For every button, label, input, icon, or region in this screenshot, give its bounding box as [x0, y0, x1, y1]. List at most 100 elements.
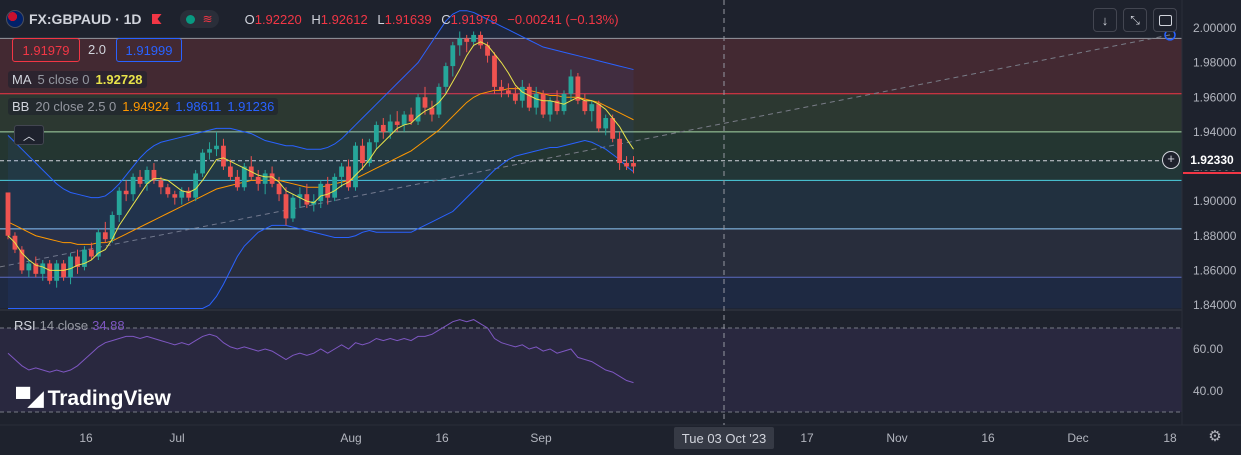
current-price-label: 1.92330: [1183, 150, 1241, 174]
candle-body: [610, 118, 616, 139]
collapse-legend-button[interactable]: ︿: [14, 125, 44, 145]
ma-params: 5 close 0: [37, 72, 90, 87]
candle-body: [561, 93, 567, 112]
zone-band: [0, 131, 1182, 160]
candle-body: [429, 107, 435, 115]
rsi-legend[interactable]: RSI 14 close 34.88: [14, 318, 125, 333]
rsi-value: 34.88: [92, 318, 125, 333]
zone-band: [0, 38, 1182, 94]
bb-basis-value: 1.98611: [175, 99, 222, 114]
candle-body: [492, 55, 497, 87]
download-button[interactable]: ↓: [1093, 8, 1117, 32]
candle-body: [478, 34, 483, 46]
symbol-name[interactable]: FX:GBPAUD · 1D: [29, 11, 142, 27]
candle-body: [75, 256, 80, 267]
candle-body: [533, 93, 539, 108]
price-tick-label: 1.98000: [1193, 56, 1237, 70]
candle-body: [200, 152, 205, 174]
candle-body: [102, 232, 108, 240]
candle-body: [5, 192, 11, 236]
tradingview-logo[interactable]: ▀◢ TradingView: [16, 386, 171, 411]
add-alert-icon[interactable]: +: [1162, 151, 1180, 169]
candle-body: [269, 173, 275, 184]
bb-legend[interactable]: BB 20 close 2.5 0 1.94924 1.98611 1.9123…: [8, 98, 279, 115]
screenshot-button[interactable]: [1153, 8, 1177, 32]
candle-body: [325, 183, 331, 198]
zone-band: [0, 277, 1182, 309]
candle-body: [540, 93, 546, 115]
candle-body: [221, 145, 226, 167]
candle-body: [401, 114, 407, 125]
price-tick-label: 1.86000: [1193, 263, 1237, 277]
sell-button[interactable]: 1.91979: [12, 38, 80, 62]
candle-body: [554, 100, 560, 112]
candle-body: [186, 190, 192, 198]
candle-body: [165, 187, 171, 195]
chevron-up-icon: ︿: [22, 128, 35, 143]
buy-button[interactable]: 1.91999: [116, 38, 182, 62]
candle-body: [339, 166, 344, 177]
candle-body: [582, 100, 588, 112]
candle-body: [450, 45, 456, 67]
gbp-flag-icon: [6, 10, 24, 28]
candle-body: [485, 45, 490, 56]
time-tick-label: 18: [1163, 431, 1177, 445]
candle-body: [283, 194, 289, 219]
ohlc-values: O1.92220 H1.92612 L1.91639 C1.91979 −0.0…: [239, 12, 619, 27]
candle-body: [506, 90, 511, 94]
candle-body: [158, 180, 164, 188]
open-value: 1.92220: [254, 11, 302, 27]
candle-body: [130, 176, 136, 195]
low-value: 1.91639: [384, 11, 432, 27]
gear-icon[interactable]: ⚙: [1208, 428, 1222, 445]
candle-body: [526, 86, 532, 108]
candle-body: [603, 118, 609, 129]
high-value: 1.92612: [320, 11, 368, 27]
rsi-name: RSI: [14, 318, 36, 333]
candle-body: [290, 197, 296, 219]
candle-body: [214, 145, 219, 150]
price-tick-label: 1.90000: [1193, 194, 1237, 208]
close-value: 1.91979: [450, 11, 498, 27]
candle-body: [415, 97, 421, 122]
ma-name: MA: [12, 72, 32, 87]
candle-body: [33, 263, 39, 274]
ma-line: [7, 41, 634, 271]
candle-body: [47, 263, 53, 281]
high-label: H: [311, 11, 321, 27]
candle-body: [353, 145, 358, 188]
candle-body: [367, 142, 372, 164]
data-status-pill[interactable]: ≋: [179, 10, 219, 28]
candle-body: [373, 124, 379, 143]
candle-body: [547, 100, 553, 115]
price-tick-label: 1.94000: [1193, 125, 1237, 139]
candle-body: [436, 86, 442, 115]
candle-body: [241, 166, 247, 188]
zone-band: [0, 228, 1182, 278]
tradingview-logo-icon: ▀◢: [16, 388, 44, 410]
ma-legend[interactable]: MA 5 close 0 1.92728: [8, 71, 147, 88]
candle-body: [68, 256, 73, 278]
candle-body: [443, 66, 449, 87]
time-tick-label: 16: [79, 431, 93, 445]
time-tick-label: 17: [800, 431, 814, 445]
candle-body: [82, 249, 87, 267]
candle-body: [228, 166, 233, 177]
bb-name: BB: [12, 99, 30, 114]
candle-body: [624, 163, 629, 167]
candle-body: [318, 183, 324, 202]
candle-body: [422, 97, 428, 108]
candle-body: [519, 86, 525, 101]
time-tick-label: Aug: [340, 431, 361, 445]
bb-params: 20 close 2.5 0: [35, 99, 117, 114]
candle-body: [54, 263, 60, 281]
candle-body: [387, 121, 393, 132]
candle-body: [262, 173, 268, 184]
market-status-icon[interactable]: [151, 14, 162, 24]
candle-body: [234, 176, 240, 188]
low-label: L: [377, 11, 385, 27]
candle-body: [207, 149, 212, 153]
time-tick-label: Jul: [169, 431, 184, 445]
fullscreen-button[interactable]: ⤡: [1123, 8, 1147, 32]
